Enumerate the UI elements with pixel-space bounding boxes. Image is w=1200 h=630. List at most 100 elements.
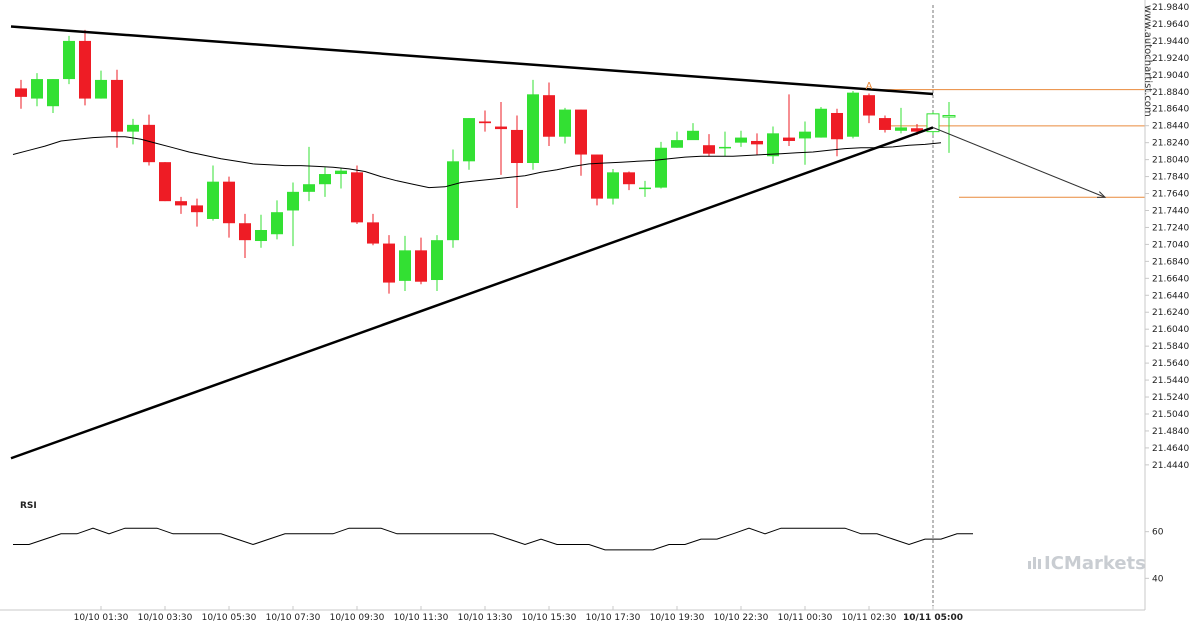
candle-body: [655, 147, 667, 188]
price-tick-label: 21.8640: [1152, 105, 1189, 115]
price-plot: A: [10, 5, 1145, 610]
price-tick-label: 21.5040: [1152, 410, 1189, 420]
rsi-tick-label: 40: [1152, 574, 1164, 584]
candle-body: [399, 250, 411, 281]
price-tick-label: 21.7040: [1152, 240, 1189, 250]
candle-body: [367, 222, 379, 244]
brand-name: ICMarkets: [1044, 553, 1146, 574]
candle-body: [911, 128, 923, 132]
candle-body: [319, 174, 331, 185]
time-tick-label: 10/11 05:00: [903, 613, 963, 623]
candle-body: [431, 240, 443, 281]
price-tick-label: 21.4840: [1152, 427, 1189, 437]
candle-body: [191, 205, 203, 213]
candle-body: [415, 250, 427, 282]
price-tick-label: 21.6640: [1152, 274, 1189, 284]
price-tick-label: 21.7240: [1152, 223, 1189, 233]
candle-body: [591, 154, 603, 199]
candle-body: [351, 172, 363, 223]
price-tick-label: 21.9240: [1152, 54, 1189, 64]
candle-body: [63, 40, 75, 80]
candle-body: [239, 223, 251, 241]
candle-body: [703, 145, 715, 154]
price-tick-label: 21.4440: [1152, 461, 1189, 471]
candle-body: [879, 118, 891, 130]
price-tick-label: 21.8240: [1152, 139, 1189, 149]
candle-body: [863, 95, 875, 116]
time-tick-label: 10/10 22:30: [714, 613, 769, 623]
candle-body: [847, 92, 859, 137]
price-tick-label: 21.9640: [1152, 20, 1189, 30]
time-tick-label: 10/10 07:30: [266, 613, 321, 623]
candle-body: [447, 161, 459, 241]
candle-body: [159, 162, 171, 202]
time-tick-label: 10/10 03:30: [138, 613, 193, 623]
candle-body: [255, 229, 267, 242]
price-tick-label: 21.4640: [1152, 444, 1189, 454]
price-tick-label: 21.5840: [1152, 342, 1189, 352]
candle-body: [895, 127, 907, 131]
candle-body: [543, 95, 555, 137]
candle-body: [623, 172, 635, 185]
candle-body: [303, 184, 315, 192]
candle-body: [559, 109, 571, 137]
forecast-arrow-head: [1096, 191, 1107, 198]
candle-body: [95, 79, 107, 99]
price-tick-label: 21.8840: [1152, 88, 1189, 98]
candle-body: [383, 243, 395, 283]
price-tick-label: 21.9840: [1152, 3, 1189, 13]
price-tick-label: 21.5440: [1152, 376, 1189, 386]
time-tick-label: 10/10 15:30: [522, 613, 577, 623]
price-tick-label: 21.5240: [1152, 393, 1189, 403]
price-tick-label: 21.5640: [1152, 359, 1189, 369]
candle-body: [79, 40, 91, 99]
candle-body: [111, 79, 123, 132]
candle-body: [799, 131, 811, 139]
price-tick-label: 21.8440: [1152, 122, 1189, 132]
price-tick-label: 21.8040: [1152, 156, 1189, 166]
time-tick-label: 10/10 01:30: [74, 613, 129, 623]
candle-body: [143, 124, 155, 163]
candle-body: [479, 121, 491, 124]
pattern-annotation: A: [866, 81, 873, 92]
price-tick-label: 21.6440: [1152, 291, 1189, 301]
candle-body: [831, 112, 843, 140]
candle-body: [575, 109, 587, 155]
candle-body: [607, 172, 619, 199]
time-tick-label: 10/10 09:30: [330, 613, 385, 623]
candle-body: [687, 130, 699, 141]
brand-logo: ICMarkets: [1028, 553, 1146, 574]
price-tick-label: 21.6840: [1152, 257, 1189, 267]
candle-body: [926, 113, 940, 133]
time-tick-label: 10/10 11:30: [394, 613, 449, 623]
candle-body: [175, 201, 187, 206]
candle-body: [495, 126, 507, 130]
candle-body: [735, 137, 747, 143]
time-tick-label: 10/11 00:30: [778, 613, 833, 623]
price-tick-label: 21.7440: [1152, 206, 1189, 216]
candle-body: [639, 187, 651, 190]
candle-body: [463, 118, 475, 162]
candle-body: [751, 140, 763, 145]
moving-average-line: [12, 136, 942, 189]
forecast-arrow: [932, 127, 1106, 198]
price-tick-label: 21.6240: [1152, 308, 1189, 318]
candle-body: [47, 79, 59, 107]
price-tick-label: 21.6040: [1152, 325, 1189, 335]
candle-body: [783, 137, 795, 141]
candle-body: [671, 140, 683, 148]
candle-body: [271, 212, 283, 235]
candle-body: [287, 191, 299, 211]
axes: 21.9840 21.9640 21.9440 21.9240 21.9040 21.88…: [0, 0, 1189, 623]
candle-body: [527, 94, 539, 164]
candle-body: [815, 108, 827, 138]
candle-body: [207, 181, 219, 219]
support-trendline: [10, 126, 934, 460]
watermark: www.autochartist.com: [1142, 5, 1153, 117]
candle-body: [942, 115, 956, 118]
rsi-label: RSI: [20, 501, 37, 511]
price-tick-label: 21.9440: [1152, 37, 1189, 47]
candle-body: [511, 129, 523, 164]
rsi-line: [13, 527, 973, 551]
